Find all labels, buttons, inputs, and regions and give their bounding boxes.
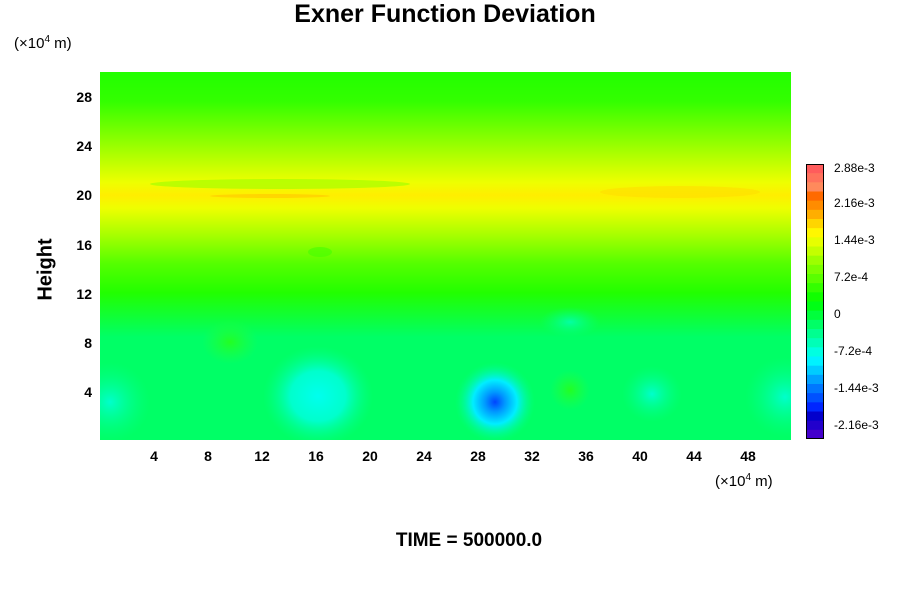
colorbar-swatch [806, 429, 824, 440]
colorbar-swatch [806, 255, 824, 266]
colorbar-swatch [806, 347, 824, 357]
colorbar [806, 164, 824, 440]
y-tick-label: 12 [76, 286, 92, 302]
colorbar-swatch [806, 420, 824, 431]
colorbar-swatch [806, 338, 824, 348]
colorbar-swatch [806, 246, 824, 257]
y-tick-label: 20 [76, 187, 92, 203]
colorbar-swatch [806, 264, 824, 275]
x-tick-label: 40 [632, 448, 648, 464]
x-tick-label: 32 [524, 448, 540, 464]
x-axis-unit: (×104 m) [715, 472, 773, 490]
colorbar-swatch [806, 365, 824, 376]
colorbar-swatch [806, 200, 824, 211]
colorbar-swatch [806, 274, 824, 284]
chart-title: Exner Function Deviation [294, 0, 596, 28]
x-tick-label: 4 [150, 448, 158, 464]
colorbar-swatch [806, 393, 824, 403]
colorbar-swatch [806, 209, 824, 220]
time-label: TIME = 500000.0 [395, 530, 543, 551]
colorbar-swatch [806, 384, 824, 394]
x-tick-label: 16 [308, 448, 324, 464]
x-tick-label: 24 [416, 448, 432, 464]
colorbar-swatch [806, 219, 824, 229]
colorbar-swatch [806, 173, 824, 183]
x-tick-label: 48 [740, 448, 756, 464]
colorbar-swatch [806, 319, 824, 330]
colorbar-label: 0 [834, 307, 841, 321]
x-tick-label: 8 [204, 448, 212, 464]
colorbar-swatch [806, 402, 824, 412]
colorbar-swatch [806, 164, 824, 174]
colorbar-swatches [806, 164, 824, 440]
y-axis-unit: (×104 m) [14, 34, 72, 52]
y-tick-label: 8 [84, 335, 92, 351]
colorbar-label: 2.16e-3 [834, 196, 875, 210]
y-tick-label: 16 [76, 237, 92, 253]
colorbar-label: -1.44e-3 [834, 381, 879, 395]
colorbar-swatch [806, 301, 824, 312]
y-tick-label: 28 [76, 89, 92, 105]
colorbar-swatch [806, 182, 824, 192]
colorbar-label: 7.2e-4 [834, 270, 869, 284]
colorbar-swatch [806, 228, 824, 238]
y-axis-label: Height [34, 238, 57, 301]
colorbar-swatch [806, 356, 824, 367]
colorbar-swatch [806, 329, 824, 339]
colorbar-label: 1.44e-3 [834, 233, 875, 247]
x-tick-label: 44 [686, 448, 702, 464]
x-tick-label: 12 [254, 448, 270, 464]
colorbar-swatch [806, 411, 824, 422]
colorbar-label: 2.88e-3 [834, 161, 875, 175]
colorbar-label: -2.16e-3 [834, 418, 879, 432]
colorbar-swatch [806, 310, 824, 321]
y-tick-label: 24 [76, 138, 92, 154]
colorbar-swatch [806, 283, 824, 293]
contour-field [100, 72, 791, 440]
x-tick-label: 20 [362, 448, 378, 464]
colorbar-swatch [806, 374, 824, 385]
x-tick-label: 36 [578, 448, 594, 464]
x-tick-label: 28 [470, 448, 486, 464]
colorbar-swatch [806, 237, 824, 247]
y-tick-label: 4 [84, 384, 92, 400]
colorbar-swatch [806, 292, 824, 302]
colorbar-swatch [806, 191, 824, 202]
plot-area [100, 72, 791, 440]
colorbar-label: -7.2e-4 [834, 344, 873, 358]
